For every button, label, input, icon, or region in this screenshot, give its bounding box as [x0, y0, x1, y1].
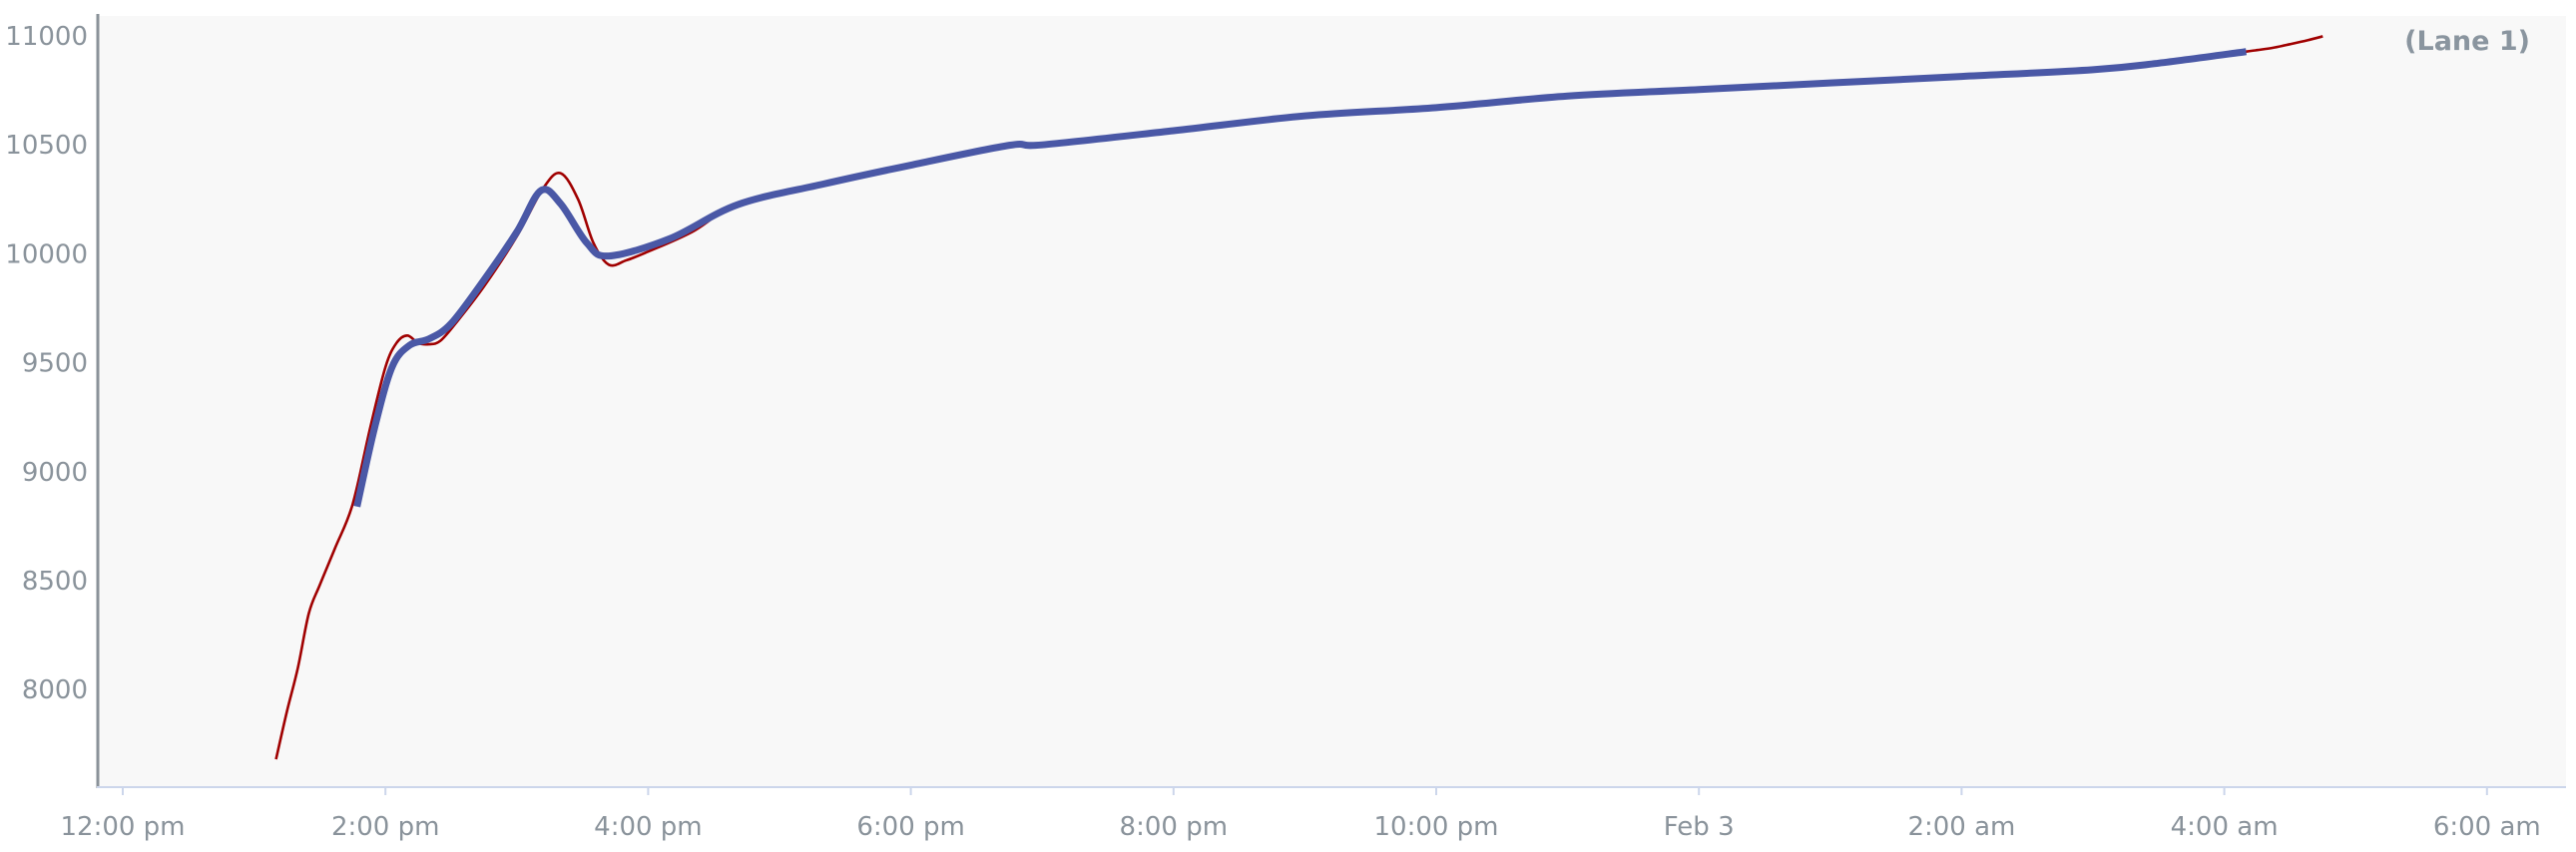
x-tick-label: 2:00 pm	[331, 812, 439, 842]
y-tick-labels: 8000 8500 9000 9500 10000 10500 11000	[5, 22, 88, 705]
x-tick-label: 4:00 am	[2171, 812, 2279, 842]
x-tick-label: 8:00 pm	[1120, 812, 1228, 842]
smoothed-series-line	[353, 48, 2247, 508]
x-tick-label: 10:00 pm	[1373, 812, 1498, 842]
y-tick-label: 11000	[5, 22, 88, 52]
x-tick-label: 2:00 am	[1907, 812, 2015, 842]
x-tick-label: 6:00 pm	[856, 812, 964, 842]
x-tick-label: 12:00 pm	[60, 812, 185, 842]
y-tick-label: 10500	[5, 131, 88, 161]
x-tick-label: 6:00 am	[2433, 812, 2541, 842]
y-tick-label: 8000	[22, 675, 88, 705]
y-tick-label: 9500	[22, 349, 88, 379]
y-tick-label: 9000	[22, 458, 88, 488]
y-tick-label: 10000	[5, 239, 88, 269]
lane-annotation: (Lane 1)	[2404, 26, 2530, 57]
x-tick-labels: 12:00 pm 2:00 pm 4:00 pm 6:00 pm 8:00 pm 10:0…	[60, 787, 2541, 842]
series-layer	[274, 35, 2323, 760]
plot-background	[97, 16, 2566, 786]
x-tick-label: Feb 3	[1664, 812, 1735, 842]
x-tick-label: 4:00 pm	[594, 812, 702, 842]
y-tick-label: 8500	[22, 567, 88, 597]
